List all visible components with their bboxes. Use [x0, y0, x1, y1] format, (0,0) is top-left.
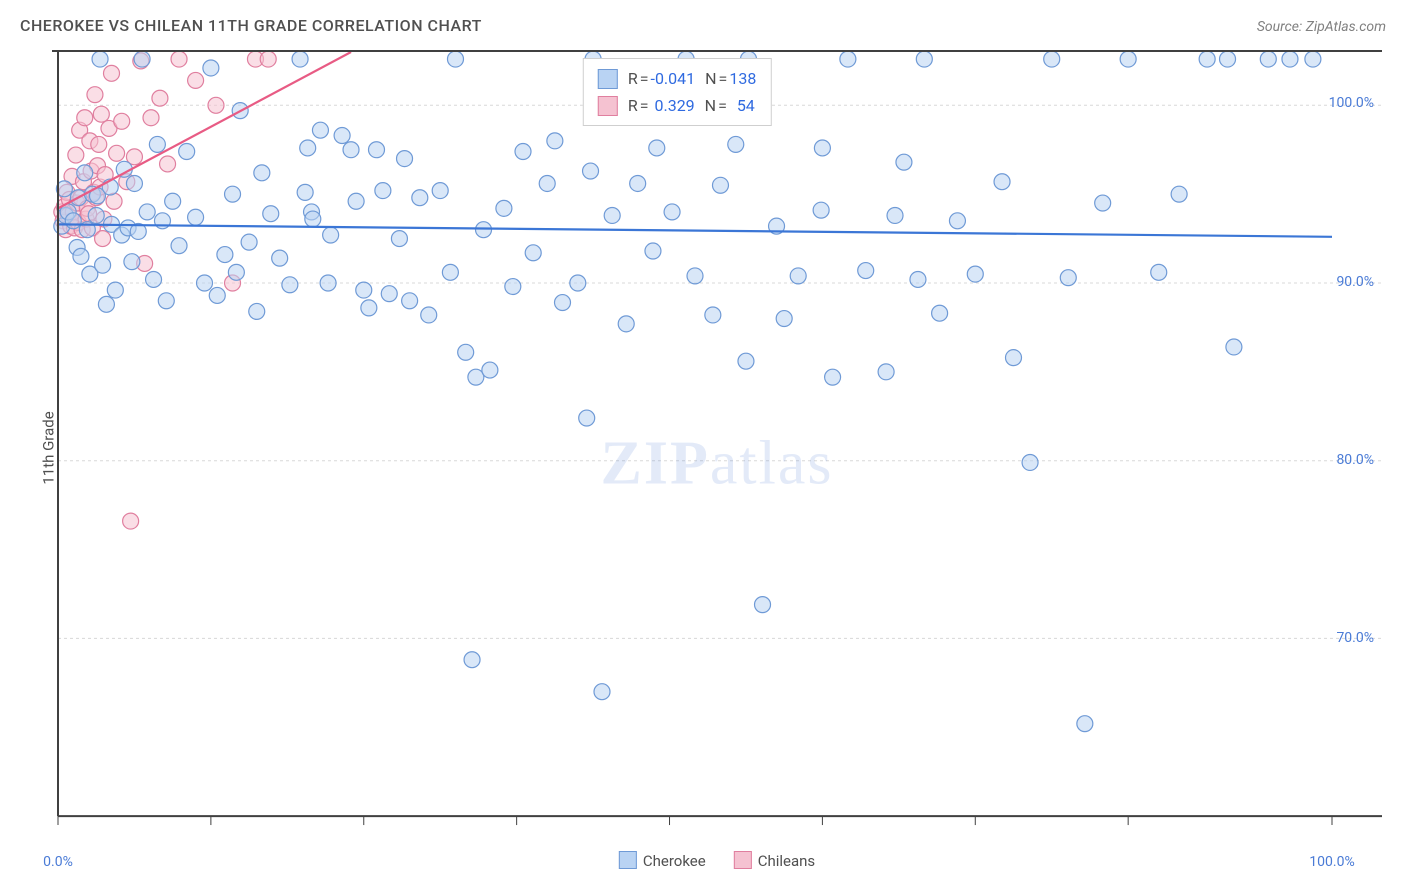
stats-legend: R=-0.041 N=138 R= 0.329 N= 54 — [583, 58, 771, 126]
x-tick-label: 0.0% — [43, 854, 73, 870]
stats-row: R=-0.041 N=138 — [598, 65, 756, 92]
scatter-plot — [52, 50, 1382, 846]
legend-item: Cherokee — [619, 851, 706, 870]
y-tick-label: 100.0% — [1329, 95, 1374, 111]
y-tick-label: 80.0% — [1336, 452, 1374, 468]
series-legend: Cherokee Chileans — [619, 851, 815, 870]
y-tick-label: 90.0% — [1336, 274, 1374, 290]
y-tick-label: 70.0% — [1336, 630, 1374, 646]
source-label: Source: ZipAtlas.com — [1257, 19, 1386, 35]
cherokee-swatch-icon — [598, 69, 618, 89]
chileans-swatch-icon — [598, 96, 618, 116]
chart-area: 11th Grade ZIPatlas R=-0.041 N=138 R= 0.… — [52, 50, 1382, 846]
stats-row: R= 0.329 N= 54 — [598, 92, 756, 119]
legend-item: Chileans — [734, 851, 815, 870]
chileans-swatch-icon — [734, 851, 752, 869]
cherokee-swatch-icon — [619, 851, 637, 869]
title-bar: CHEROKEE VS CHILEAN 11TH GRADE CORRELATI… — [20, 16, 1386, 35]
chart-title: CHEROKEE VS CHILEAN 11TH GRADE CORRELATI… — [20, 16, 482, 35]
x-tick-label: 100.0% — [1309, 854, 1354, 870]
